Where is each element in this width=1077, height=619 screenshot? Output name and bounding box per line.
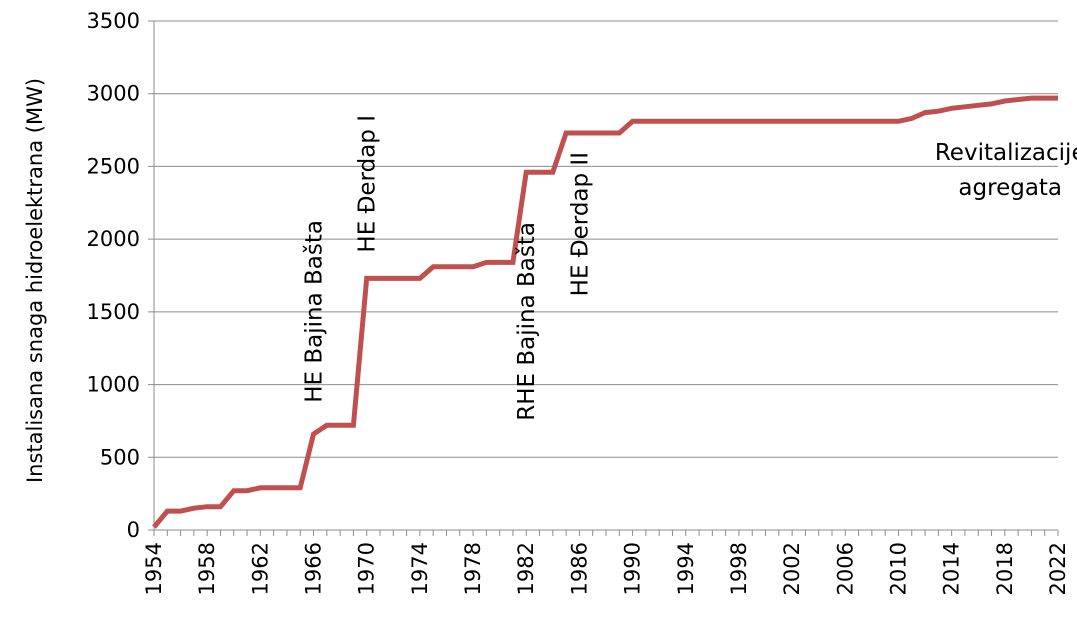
x-tick-label: 2006 [833, 542, 857, 595]
series-line [152, 95, 1058, 529]
x-tick-label: 1966 [302, 542, 326, 595]
x-tick-label: 1962 [248, 542, 272, 595]
x-tick-label: 1998 [727, 542, 751, 595]
x-tick-labels: 1954 1958 1962 1966 1970 1974 1978 1982 1986 1990… [142, 542, 1070, 595]
x-tick-label: 1982 [514, 542, 538, 595]
y-tick-label: 2500 [87, 154, 140, 178]
y-tick-label: 1000 [87, 373, 140, 397]
x-tick-label: 2010 [886, 542, 910, 595]
x-tick-label: 2014 [940, 542, 964, 595]
x-tick-label: 2002 [780, 542, 804, 595]
x-tick-label: 1978 [461, 542, 485, 595]
x-tick-label: 2022 [1046, 542, 1070, 595]
annotation-label: agregata [958, 175, 1062, 201]
y-tick-label: 2000 [87, 227, 140, 251]
y-tick-label: 3000 [87, 82, 140, 106]
x-tick-label: 1994 [674, 542, 698, 595]
annotations: HE Bajina Bašta HE Đerdap I RHE Bajina Baš… [302, 115, 1077, 421]
annotation-label: Revitalizacije [935, 140, 1077, 166]
x-tick-label: 1954 [142, 542, 166, 595]
series-group [152, 95, 1058, 529]
x-tick-label: 1990 [621, 542, 645, 595]
annotation-label: HE Đerdap I [355, 115, 381, 253]
y-gridlines [154, 20, 1058, 458]
y-tick-label: 3500 [87, 9, 140, 33]
annotation-label: RHE Bajina Bašta [514, 222, 540, 421]
y-tick-label: 0 [127, 518, 140, 542]
x-tick-label: 1986 [567, 542, 591, 595]
y-tick-labels: 0 500 1000 1500 2000 2500 3000 3500 [87, 9, 140, 542]
x-tick-label: 1970 [355, 542, 379, 595]
x-tick-label: 2018 [993, 542, 1017, 595]
y-tick-label: 1500 [87, 300, 140, 324]
x-tick-label: 1974 [408, 542, 432, 595]
annotation-label: HE Bajina Bašta [302, 220, 328, 403]
x-tick-label: 1958 [195, 542, 219, 595]
annotation-label: HE Đerdap II [567, 152, 593, 296]
y-tick-label: 500 [100, 445, 140, 469]
axes [148, 20, 1059, 536]
y-axis-title: Instalisana snaga hidroelektrana (MW) [23, 78, 47, 483]
